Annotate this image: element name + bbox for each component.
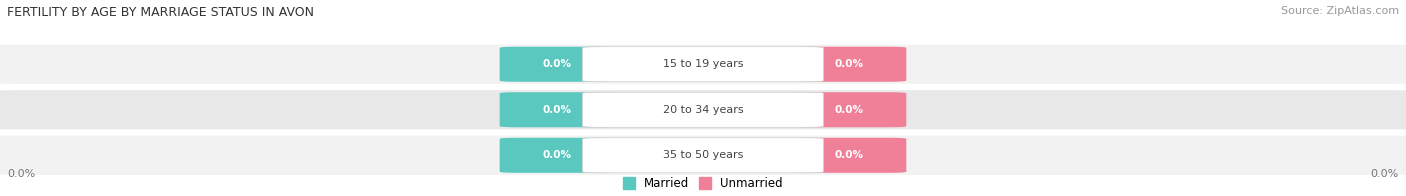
Text: 0.0%: 0.0% — [835, 59, 863, 69]
Text: 0.0%: 0.0% — [543, 59, 571, 69]
FancyBboxPatch shape — [0, 90, 1406, 129]
FancyBboxPatch shape — [0, 45, 1406, 84]
FancyBboxPatch shape — [582, 47, 824, 82]
Text: 15 to 19 years: 15 to 19 years — [662, 59, 744, 69]
Text: 0.0%: 0.0% — [543, 105, 571, 115]
Text: Source: ZipAtlas.com: Source: ZipAtlas.com — [1281, 6, 1399, 16]
Legend: Married, Unmarried: Married, Unmarried — [623, 177, 783, 190]
Text: 20 to 34 years: 20 to 34 years — [662, 105, 744, 115]
FancyBboxPatch shape — [0, 136, 1406, 175]
FancyBboxPatch shape — [793, 138, 907, 173]
FancyBboxPatch shape — [499, 138, 613, 173]
Text: 0.0%: 0.0% — [835, 150, 863, 160]
Text: 0.0%: 0.0% — [7, 169, 35, 180]
FancyBboxPatch shape — [582, 92, 824, 127]
FancyBboxPatch shape — [793, 92, 907, 127]
FancyBboxPatch shape — [499, 47, 613, 82]
FancyBboxPatch shape — [793, 47, 907, 82]
Text: 0.0%: 0.0% — [543, 150, 571, 160]
Text: 0.0%: 0.0% — [1371, 169, 1399, 180]
Text: 0.0%: 0.0% — [835, 105, 863, 115]
FancyBboxPatch shape — [582, 138, 824, 173]
FancyBboxPatch shape — [499, 92, 613, 127]
Text: FERTILITY BY AGE BY MARRIAGE STATUS IN AVON: FERTILITY BY AGE BY MARRIAGE STATUS IN A… — [7, 6, 314, 19]
Text: 35 to 50 years: 35 to 50 years — [662, 150, 744, 160]
